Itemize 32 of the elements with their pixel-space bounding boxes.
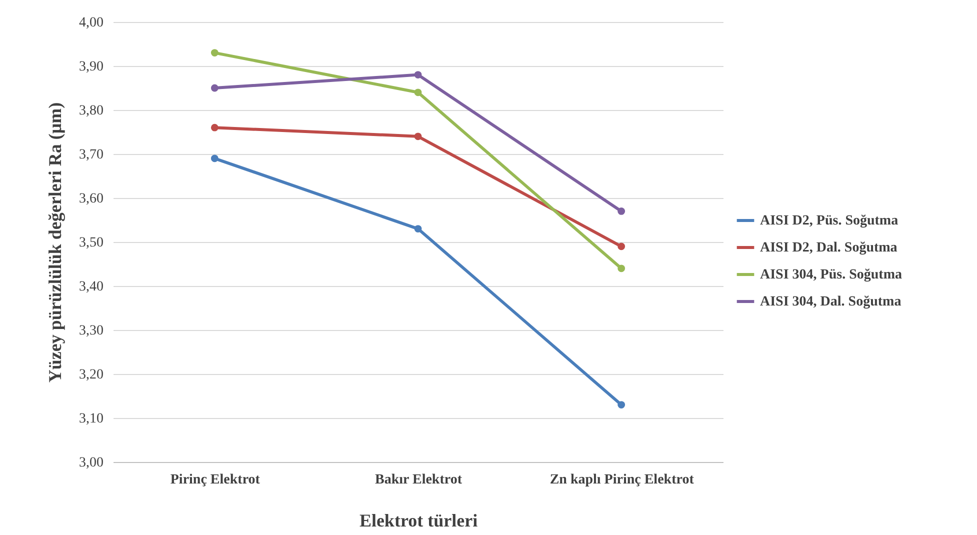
y-tick-label: 3,20 (79, 368, 104, 382)
point (210, 49, 218, 56)
legend-label: AISI D2, Püs. Soğutma (760, 214, 898, 228)
point (210, 154, 218, 162)
x-tick-label: Bakır Elektrot (375, 472, 462, 488)
point (414, 88, 422, 96)
point (414, 225, 422, 232)
y-tick-label: 3,90 (79, 60, 104, 74)
y-axis-title: Yüzey pürüzlülük değerleri Ra (µm) (45, 102, 65, 383)
point (210, 84, 218, 92)
point (618, 264, 626, 272)
y-tick-label: 3,60 (79, 192, 104, 206)
y-tick-label: 3,10 (79, 412, 104, 426)
x-axis-title: Elektrot türleri (359, 510, 478, 530)
point (618, 401, 626, 408)
y-tick-label: 3,00 (79, 456, 104, 470)
point (414, 71, 422, 78)
y-tick-label: 3,70 (79, 148, 104, 162)
legend-label: AISI 304, Dal. Soğutma (760, 294, 902, 310)
y-tick-label: 3,40 (79, 280, 104, 294)
point (618, 208, 626, 215)
y-tick-label: 3,50 (79, 236, 104, 250)
legend-label: AISI 304, Püs. Soğutma (760, 268, 902, 282)
legend-label: AISI D2, Dal. Soğutma (760, 240, 898, 256)
x-tick-label: Zn kaplı Pirinç Elektrot (550, 472, 694, 488)
point (618, 242, 626, 250)
point (210, 124, 218, 132)
x-tick-label: Pirinç Elektrot (170, 472, 260, 488)
point (414, 132, 422, 140)
y-tick-label: 4,00 (79, 16, 104, 30)
y-tick-label: 3,80 (79, 104, 104, 118)
y-tick-label: 3,30 (79, 324, 104, 338)
